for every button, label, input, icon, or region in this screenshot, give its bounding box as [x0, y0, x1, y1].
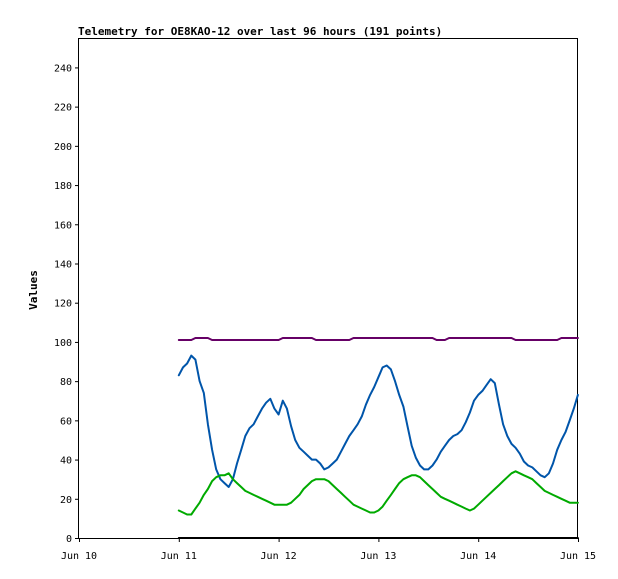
y-tick-label: 180	[54, 181, 72, 192]
series-line-3	[177, 470, 579, 516]
x-tick-label: Jun 12	[261, 551, 297, 562]
y-tick-label: 140	[54, 259, 72, 270]
y-axis-label: Values	[27, 270, 40, 310]
y-tick-label: 60	[60, 416, 72, 427]
x-tick-label: Jun 11	[161, 551, 197, 562]
y-tick-label: 200	[54, 142, 72, 153]
chart-title: Telemetry for OE8KAO-12 over last 96 hou…	[78, 25, 442, 38]
y-tick-label: 220	[54, 103, 72, 114]
x-tick-label: Jun 15	[560, 551, 596, 562]
x-tick-label: Jun 13	[360, 551, 396, 562]
y-tick-label: 240	[54, 63, 72, 74]
series-line-2	[177, 354, 579, 488]
y-tick-label: 80	[60, 377, 72, 388]
x-tick-label: Jun 14	[460, 551, 496, 562]
y-tick-label: 120	[54, 299, 72, 310]
plot-frame	[78, 38, 578, 539]
x-axis: Jun 10 Jun 11 Jun 12 Jun 13 Jun 14 Jun 15	[61, 538, 596, 562]
y-tick-label: 20	[60, 495, 72, 506]
y-tick-label: 0	[66, 534, 72, 545]
y-tick-label: 40	[60, 456, 72, 467]
y-axis: 0 20 40 60 80 100 120 140 160 180 200 220 240	[54, 63, 79, 545]
y-tick-label: 100	[54, 338, 72, 349]
y-tick-label: 160	[54, 220, 72, 231]
series-line-1	[177, 337, 579, 341]
series-layer	[177, 337, 579, 539]
x-tick-label: Jun 10	[61, 551, 97, 562]
